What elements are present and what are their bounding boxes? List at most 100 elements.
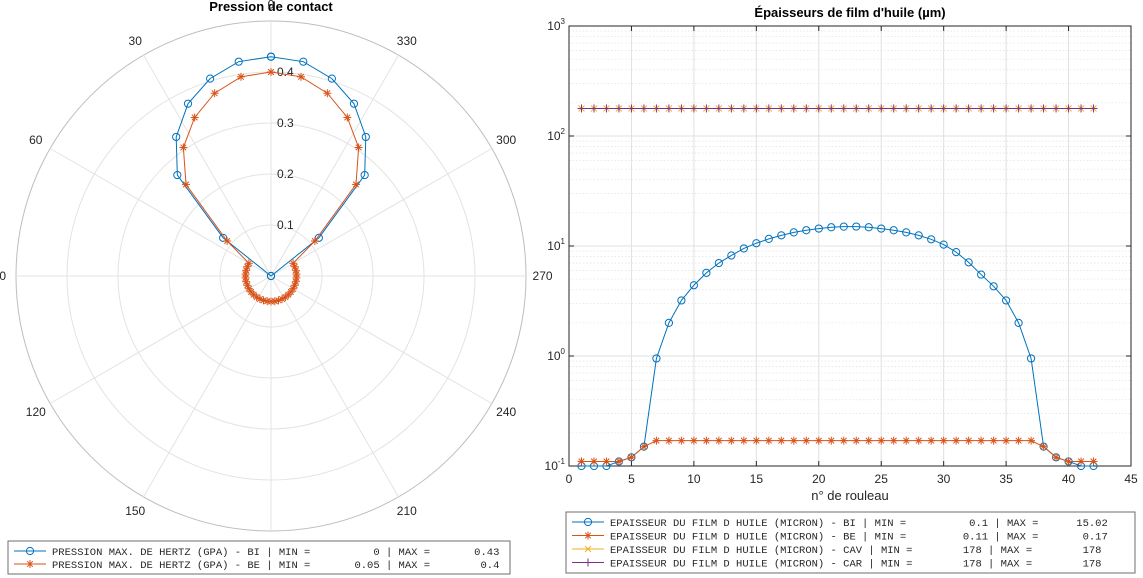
- data-point: [864, 436, 873, 445]
- data-point: [977, 270, 986, 279]
- data-point: [1027, 436, 1036, 445]
- line-legend-box: [565, 511, 1136, 574]
- data-point: [1052, 453, 1061, 462]
- data-point: [877, 104, 886, 113]
- r-tick-label: 0.3: [277, 116, 294, 130]
- data-point: [664, 104, 673, 113]
- data-point: [902, 228, 911, 237]
- polar-point: [291, 266, 300, 275]
- y-tick-label: 101: [547, 237, 565, 253]
- polar-grid-spoke: [270, 275, 493, 404]
- data-point: [727, 436, 736, 445]
- theta-tick-label: 300: [496, 133, 516, 147]
- polar-point: [266, 271, 276, 281]
- polar-point: [354, 143, 363, 152]
- data-point: [964, 104, 973, 113]
- data-point: [852, 436, 861, 445]
- theta-tick-label: 0: [268, 0, 275, 11]
- x-tick-label: 35: [999, 472, 1013, 486]
- line-axes: 0 5 10 15 20 25 30 35 40 45 10-1 100 101 102 103: [545, 17, 1138, 486]
- r-tick-label: 0.1: [277, 218, 294, 232]
- r-tick-label: 0.2: [277, 167, 294, 181]
- data-point: [977, 436, 986, 445]
- data-point: [789, 228, 798, 237]
- polar-point: [267, 68, 275, 76]
- data-point: [752, 104, 761, 113]
- legend-entry-text: PRESSION MAX. DE HERTZ (GPA) - BI | MIN …: [52, 547, 499, 559]
- data-point: [689, 436, 698, 445]
- x-tick-label: 25: [875, 472, 889, 486]
- polar-point: [361, 132, 370, 142]
- polar-point: [327, 74, 336, 83]
- data-point: [1039, 442, 1048, 451]
- y-tick-label: 102: [547, 127, 565, 143]
- polar-point: [234, 57, 243, 66]
- theta-tick-label: 240: [496, 405, 516, 419]
- data-point: [889, 226, 898, 235]
- data-point: [752, 239, 761, 248]
- polar-point: [351, 180, 360, 189]
- data-point: [589, 457, 598, 466]
- data-point: [577, 457, 586, 466]
- polar-legend: PRESSION MAX. DE HERTZ (GPA) - BI | MIN …: [7, 540, 511, 575]
- x-tick-label: 0: [566, 472, 573, 486]
- data-point: [627, 453, 636, 462]
- data-point: [677, 104, 686, 113]
- polar-point: [289, 259, 298, 268]
- data-point: [752, 436, 761, 445]
- data-point: [789, 104, 798, 113]
- polar-point: [172, 132, 181, 142]
- data-point: [1039, 104, 1048, 113]
- data-point: [877, 436, 886, 445]
- polar-point: [190, 113, 199, 122]
- data-point: [714, 436, 723, 445]
- data-point: [664, 318, 674, 327]
- data-point: [1002, 296, 1011, 305]
- polar-point: [297, 72, 306, 81]
- data-point: [989, 104, 998, 113]
- data-point: [714, 258, 723, 268]
- data-point: [889, 104, 898, 113]
- y-tick-label: 100: [547, 347, 565, 363]
- data-point: [602, 457, 611, 466]
- data-point: [927, 436, 936, 445]
- polar-point: [179, 143, 188, 152]
- x-tick-label: 20: [812, 472, 826, 486]
- polar-grid-spoke: [143, 275, 272, 498]
- x-tick-label: 40: [1062, 472, 1076, 486]
- polar-point: [183, 99, 193, 108]
- data-point: [702, 268, 711, 277]
- data-point: [777, 104, 786, 113]
- data-point: [777, 436, 786, 445]
- data-point: [864, 223, 873, 232]
- theta-tick-label: 120: [26, 405, 46, 419]
- polar-point: [343, 113, 352, 122]
- data-point: [602, 104, 611, 113]
- data-point: [727, 104, 736, 113]
- legend-marker-sample: [584, 558, 592, 567]
- polar-point: [349, 99, 359, 108]
- data-point: [914, 436, 923, 445]
- data-point: [952, 436, 961, 445]
- data-point: [989, 282, 998, 291]
- polar-point: [259, 296, 268, 305]
- theta-tick-label: 30: [129, 34, 143, 48]
- series-line-0: [581, 226, 1094, 467]
- theta-tick-label: 270: [533, 269, 553, 283]
- data-point: [702, 436, 711, 445]
- data-point: [1064, 104, 1073, 113]
- data-point: [814, 224, 823, 233]
- data-point: [1052, 104, 1061, 113]
- data-point: [652, 436, 661, 445]
- data-point: [1089, 457, 1098, 466]
- r-tick-label: 0.4: [277, 65, 294, 79]
- data-point: [639, 104, 648, 113]
- data-point: [864, 104, 873, 113]
- film-thickness-chart: Épaisseurs de film d'huile (µm) 0 5 10 15 20…: [545, 5, 1138, 574]
- polar-grid-spoke: [49, 275, 272, 404]
- theta-tick-label: 210: [397, 504, 417, 518]
- data-point: [764, 104, 773, 113]
- data-point: [1014, 318, 1023, 327]
- data-point: [1064, 457, 1073, 466]
